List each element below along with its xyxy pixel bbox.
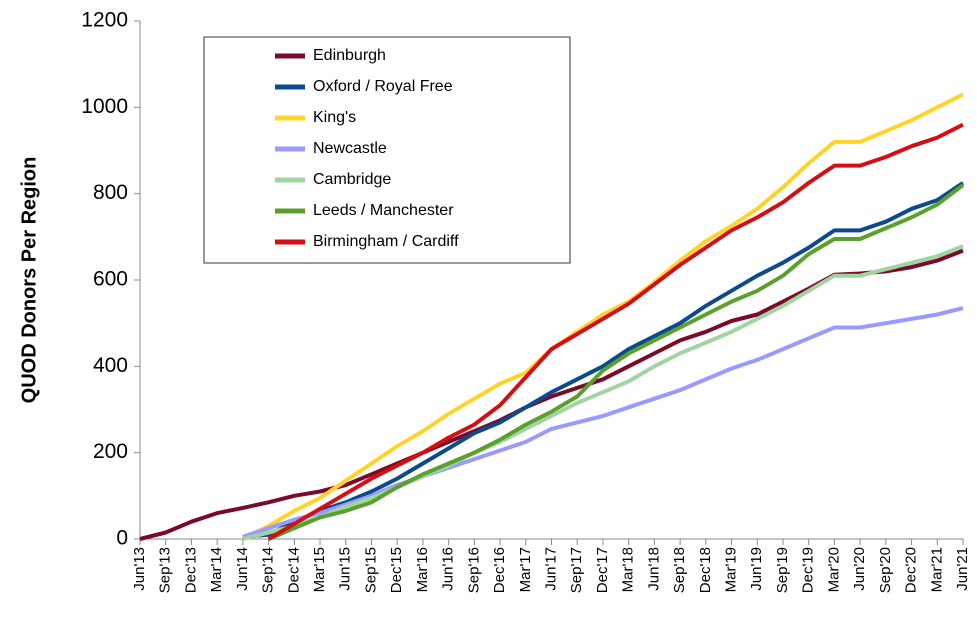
legend-label: King's (313, 109, 356, 126)
y-tick-label: 1000 (81, 95, 128, 118)
legend-label: Cambridge (313, 171, 391, 188)
x-tick-label: Sep'20 (877, 547, 894, 593)
x-tick-label: Dec'14 (285, 547, 302, 593)
y-tick-label: 1200 (81, 9, 128, 32)
x-tick-label: Sep'16 (465, 547, 482, 593)
x-tick-label: Sep'13 (157, 547, 174, 593)
series-line (242, 306, 964, 539)
legend-label: Birmingham / Cardiff (313, 233, 459, 250)
x-tick-label: Jun'14 (234, 547, 251, 591)
x-tick-label: Dec'20 (903, 547, 920, 593)
series-line (242, 181, 965, 539)
x-tick-label: Jun'15 (337, 547, 354, 591)
x-tick-label: Sep'17 (568, 547, 585, 593)
x-tick-label: Jun'16 (440, 547, 457, 591)
x-tick-label: Mar'18 (620, 547, 637, 592)
x-tick-label: Dec'18 (697, 547, 714, 593)
legend-label: Oxford / Royal Free (313, 78, 453, 95)
x-tick-label: Sep'18 (671, 547, 688, 593)
x-tick-label: Sep'14 (260, 547, 277, 593)
x-tick-label: Mar'14 (208, 547, 225, 592)
y-tick-label: 400 (93, 354, 128, 377)
series-line (267, 122, 964, 541)
x-tick-label: Mar'20 (825, 547, 842, 592)
x-tick-label: Dec'16 (491, 547, 508, 593)
y-tick-label: 0 (116, 527, 128, 550)
x-tick-label: Jun'13 (131, 547, 148, 591)
x-tick-label: Jun'21 (954, 547, 971, 591)
x-tick-label: Mar'16 (414, 547, 431, 592)
y-tick-label: 800 (93, 181, 128, 204)
x-tick-label: Jun'17 (542, 547, 559, 591)
x-tick-label: Jun'18 (645, 547, 662, 591)
x-tick-label: Mar'15 (311, 547, 328, 592)
series-line (241, 92, 964, 541)
series-line (267, 183, 965, 541)
x-tick-label: Dec'19 (800, 547, 817, 593)
series-line (242, 244, 964, 541)
x-tick-label: Sep'19 (774, 547, 791, 593)
legend-label: Leeds / Manchester (313, 202, 454, 219)
legend-label: Edinburgh (313, 47, 386, 64)
x-tick-label: Dec'15 (388, 547, 405, 593)
x-tick-label: Mar'21 (928, 547, 945, 592)
y-tick-label: 600 (93, 268, 128, 291)
x-tick-label: Mar'17 (517, 547, 534, 592)
series-line (139, 248, 964, 541)
x-tick-label: Dec'17 (594, 547, 611, 593)
x-tick-label: Dec'13 (182, 547, 199, 593)
legend-label: Newcastle (313, 140, 387, 157)
legend: Edinburgh Oxford / Royal Free King's Newcas… (203, 36, 571, 264)
x-tick-label: Jun'20 (851, 547, 868, 591)
legend-box (203, 36, 571, 264)
x-tick-label: Sep'15 (362, 547, 379, 593)
y-axis-title: QUOD Donors Per Region (18, 157, 40, 404)
x-tick-label: Mar'19 (723, 547, 740, 592)
y-tick-label: 200 (93, 440, 128, 463)
x-tick-label: Jun'19 (748, 547, 765, 591)
